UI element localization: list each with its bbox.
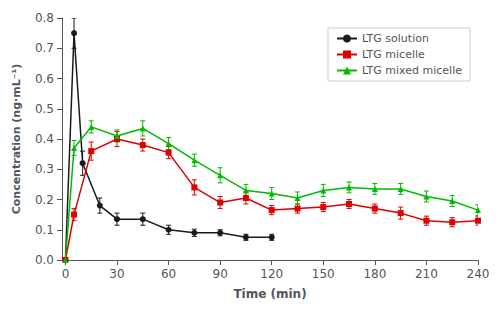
- svg-text:0.8: 0.8: [35, 11, 54, 25]
- svg-text:0.4: 0.4: [35, 132, 54, 146]
- svg-text:0.5: 0.5: [35, 102, 54, 116]
- svg-text:90: 90: [213, 267, 228, 281]
- svg-text:180: 180: [363, 267, 386, 281]
- svg-text:Concentration (ng·mL⁻¹): Concentration (ng·mL⁻¹): [10, 64, 23, 215]
- svg-text:0.0: 0.0: [35, 253, 54, 267]
- svg-text:120: 120: [260, 267, 283, 281]
- svg-text:0.2: 0.2: [35, 193, 54, 207]
- svg-text:0.1: 0.1: [35, 223, 54, 237]
- svg-text:Time (min): Time (min): [233, 287, 306, 301]
- svg-text:LTG mixed micelle: LTG mixed micelle: [362, 64, 462, 77]
- svg-text:0.3: 0.3: [35, 162, 54, 176]
- svg-text:60: 60: [161, 267, 176, 281]
- svg-text:240: 240: [467, 267, 490, 281]
- svg-text:0.6: 0.6: [35, 72, 54, 86]
- svg-text:210: 210: [415, 267, 438, 281]
- svg-text:150: 150: [312, 267, 335, 281]
- svg-text:LTG solution: LTG solution: [362, 32, 429, 45]
- svg-text:LTG micelle: LTG micelle: [362, 48, 425, 61]
- svg-text:0: 0: [62, 267, 70, 281]
- svg-text:0.7: 0.7: [35, 41, 54, 55]
- svg-text:30: 30: [109, 267, 124, 281]
